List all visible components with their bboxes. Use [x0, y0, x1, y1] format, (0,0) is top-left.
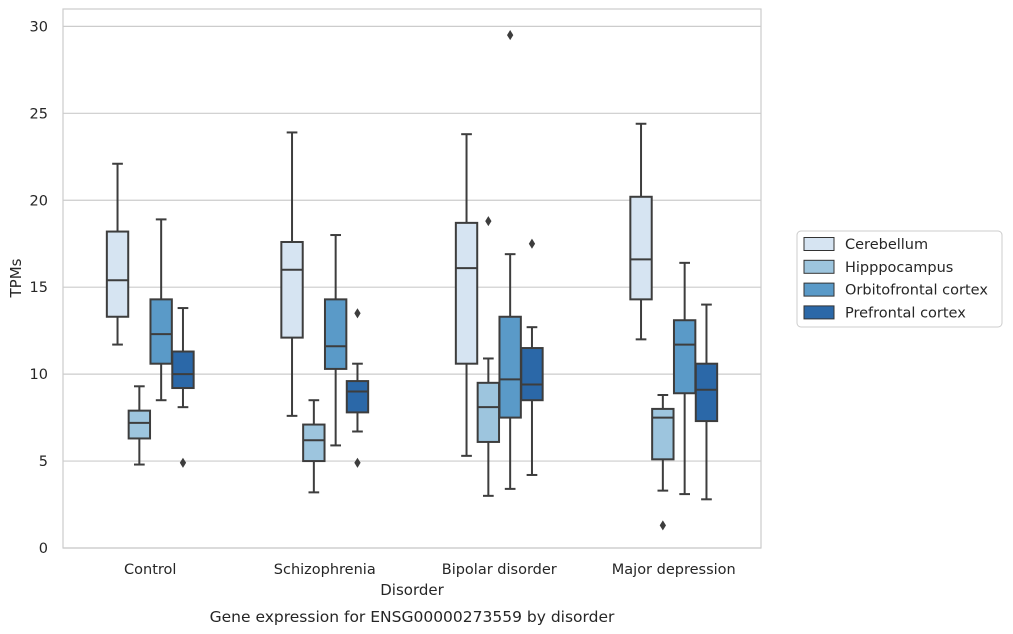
y-tick-labels: 0 5 10 15 20 25 30	[30, 19, 48, 557]
outlier-point	[528, 238, 536, 249]
outlier-point	[507, 30, 514, 41]
boxes	[105, 30, 719, 531]
box-iqr	[498, 315, 522, 419]
box-major-depression-orbitofrontal-cortex	[672, 261, 697, 496]
box-control-prefrontal-cortex	[171, 307, 195, 468]
legend-swatch	[803, 305, 835, 320]
outlier-point	[179, 457, 187, 468]
legend-swatch	[803, 237, 835, 251]
box-iqr	[105, 230, 130, 318]
grid-lines	[63, 25, 761, 549]
box-major-depression-cerebellum	[629, 122, 653, 341]
box-control-cerebellum	[105, 162, 130, 346]
outlier-point	[354, 308, 361, 319]
x-axis-label: Disorder	[380, 581, 444, 599]
box-iqr	[280, 240, 304, 339]
legend-swatch	[803, 259, 835, 274]
outlier-point	[659, 520, 666, 531]
legend-label: Cerebellum	[845, 237, 928, 253]
box-iqr	[520, 347, 544, 402]
box-major-depression-hipppocampus	[651, 393, 675, 531]
box-iqr	[302, 423, 326, 463]
box-schizophrenia-cerebellum	[280, 131, 304, 417]
outlier-point	[354, 457, 361, 468]
x-tick-labels: Control Schizophrenia Bipolar disorder Majo…	[124, 562, 736, 578]
legend: Cerebellum Hipppocampus Orbitofrontal cort…	[796, 230, 1003, 328]
box-bipolar-disorder-orbitofrontal-cortex	[498, 30, 522, 490]
box-iqr	[127, 409, 152, 440]
plot-frame	[62, 8, 762, 549]
box-bipolar-disorder-hipppocampus	[476, 216, 501, 497]
legend-label: Orbitofrontal cortex	[845, 283, 988, 299]
x-tick-label: Control	[124, 562, 176, 578]
box-iqr	[454, 221, 479, 365]
box-iqr	[476, 381, 501, 443]
box-iqr	[149, 298, 173, 365]
box-bipolar-disorder-cerebellum	[454, 133, 479, 457]
box-iqr	[672, 319, 697, 395]
legend-swatch	[803, 282, 835, 297]
box-iqr	[345, 380, 370, 414]
y-tick-label: 25	[30, 106, 48, 122]
legend-label: Prefrontal cortex	[845, 305, 966, 321]
x-tick-label: Schizophrenia	[274, 562, 376, 578]
box-iqr	[694, 362, 719, 423]
box-iqr	[323, 298, 348, 370]
box-iqr	[651, 407, 675, 461]
legend-frame	[796, 230, 1003, 328]
x-tick-label: Bipolar disorder	[442, 562, 557, 578]
box-control-orbitofrontal-cortex	[149, 218, 173, 402]
box-schizophrenia-hipppocampus	[302, 399, 326, 494]
legend-label: Hipppocampus	[845, 260, 953, 276]
legend-items: Cerebellum Hipppocampus Orbitofrontal cort…	[803, 237, 988, 321]
box-schizophrenia-prefrontal-cortex	[345, 308, 370, 468]
y-tick-label: 30	[30, 19, 48, 35]
x-tick-label: Major depression	[612, 562, 736, 578]
y-tick-label: 10	[30, 367, 48, 383]
chart-title: Gene expression for ENSG00000273559 by d…	[210, 608, 615, 626]
y-tick-label: 0	[39, 541, 48, 557]
box-control-hipppocampus	[127, 385, 152, 466]
outlier-point	[485, 216, 492, 227]
y-tick-label: 20	[30, 193, 48, 209]
box-schizophrenia-orbitofrontal-cortex	[323, 234, 348, 447]
box-major-depression-prefrontal-cortex	[694, 303, 719, 501]
y-tick-label: 15	[30, 280, 48, 296]
box-iqr	[171, 350, 195, 390]
y-tick-label: 5	[39, 454, 48, 470]
box-iqr	[629, 195, 653, 301]
box-bipolar-disorder-prefrontal-cortex	[520, 238, 544, 476]
y-axis-label: TPMs	[7, 258, 25, 298]
